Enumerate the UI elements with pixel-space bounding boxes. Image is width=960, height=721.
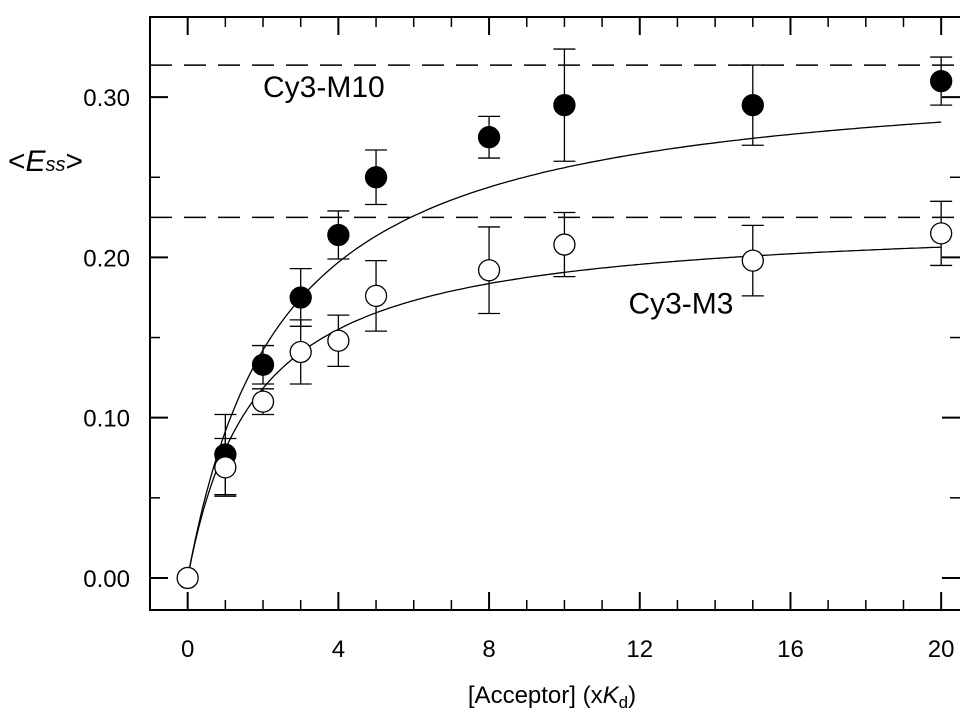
data-point: [477, 126, 501, 149]
data-point: [477, 259, 501, 282]
plot-frame: [149, 16, 960, 611]
data-point: [327, 329, 350, 352]
x-tick-label: 12: [626, 636, 653, 663]
data-point: [553, 233, 576, 256]
data-point: [741, 249, 764, 272]
series-annotation: Cy3-M10: [263, 71, 385, 104]
data-point: [176, 566, 199, 590]
y-tick-label: 0.30: [83, 85, 130, 112]
x-tick-label: 8: [482, 636, 495, 663]
fit-curve: [187, 121, 942, 579]
data-point: [327, 223, 350, 247]
series-annotation: Cy3-M3: [628, 288, 733, 321]
data-point: [364, 284, 388, 308]
x-tick-label: 4: [332, 636, 345, 663]
data-point: [930, 222, 953, 245]
y-tick-label: 0.20: [83, 245, 130, 272]
data-point: [214, 456, 237, 479]
y-tick-label: 0.00: [83, 566, 130, 593]
x-tick-label: 20: [928, 636, 955, 663]
y-tick-label: 0.10: [83, 406, 130, 433]
y-axis-title: <Ess>: [8, 145, 83, 178]
data-point: [741, 93, 764, 117]
data-point: [289, 286, 312, 309]
data-point: [251, 353, 275, 376]
data-point: [251, 390, 275, 413]
x-tick-label: 0: [181, 636, 194, 663]
x-tick-label: 16: [777, 636, 804, 663]
data-point: [930, 69, 953, 93]
data-point: [289, 340, 312, 364]
x-axis-title: [Acceptor] (xKd): [468, 682, 636, 712]
data-point: [364, 166, 388, 189]
data-point: [553, 93, 576, 117]
